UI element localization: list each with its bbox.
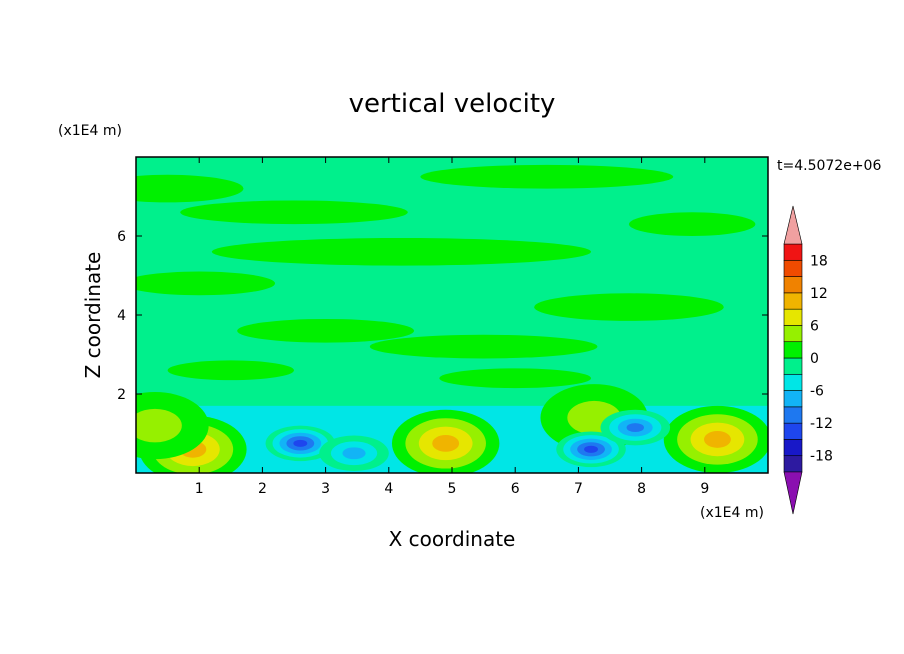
colorbar-band (783, 390, 803, 408)
colorbar-tick-label: 0 (810, 351, 819, 367)
colorbar-band (783, 341, 803, 359)
contour-band (136, 174, 244, 203)
x-tick-label: 8 (637, 481, 646, 497)
x-unit-label: (x1E4 m) (700, 505, 764, 521)
x-tick-label: 6 (511, 481, 520, 497)
colorbar-band (783, 308, 803, 326)
x-axis-label: X coordinate (389, 527, 516, 551)
colorbar-band (783, 325, 803, 343)
colorbar-tick-label: -12 (810, 416, 833, 432)
y-tick-label: 2 (117, 387, 126, 403)
colorbar-band (783, 259, 803, 277)
colorbar-band (783, 276, 803, 294)
x-tick-label: 9 (700, 481, 709, 497)
colorbar-band (783, 439, 803, 457)
colorbar-band (783, 422, 803, 440)
downdraft-contour (342, 447, 366, 460)
x-tick-label: 3 (321, 481, 330, 497)
contour-band (136, 271, 276, 296)
downdraft-contour (626, 423, 644, 433)
colorbar-band (783, 243, 803, 261)
contour-band (180, 200, 408, 225)
contour-band (420, 164, 674, 189)
colorbar-tick-label: 12 (810, 286, 828, 302)
updraft-contour (136, 408, 182, 443)
y-axis-label: Z coordinate (81, 252, 105, 379)
colorbar: 18 12 6 0 -6 -12 -18 (783, 205, 833, 515)
colorbar-band (783, 455, 803, 473)
colorbar-band (783, 406, 803, 424)
contour-band (439, 368, 592, 389)
contour-band (369, 334, 598, 359)
y-tick-label: 4 (117, 308, 126, 324)
colorbar-tick-label: -6 (810, 384, 824, 400)
x-tick-label: 1 (195, 481, 204, 497)
x-tick-label: 2 (258, 481, 267, 497)
x-tick-label: 5 (448, 481, 457, 497)
contour-band (237, 318, 415, 343)
colorbar-over-arrow (783, 205, 803, 245)
colorbar-tick-label: 6 (810, 318, 819, 334)
time-label: t=4.5072e+06 (777, 158, 881, 174)
plot-area (136, 157, 768, 473)
contour-band (211, 237, 592, 266)
chart-title: vertical velocity (349, 89, 556, 119)
updraft-contour (704, 431, 731, 448)
x-axis: 1 2 3 4 5 6 7 8 9 (195, 157, 709, 497)
y-axis: 2 4 6 (117, 229, 768, 403)
updraft-contour (432, 434, 460, 452)
y-tick-label: 6 (117, 229, 126, 245)
colorbar-band (783, 373, 803, 391)
downdraft-contour (584, 445, 598, 453)
downdraft-contour (293, 439, 308, 447)
colorbar-tick-label: -18 (810, 449, 833, 465)
contour-band (534, 293, 724, 321)
x-tick-label: 7 (574, 481, 583, 497)
contour-field (136, 164, 768, 473)
colorbar-under-arrow (783, 471, 803, 515)
x-tick-label: 4 (384, 481, 393, 497)
colorbar-band (783, 292, 803, 310)
contour-band (167, 360, 294, 381)
contour-band (628, 212, 756, 236)
colorbar-band (783, 357, 803, 375)
y-unit-label: (x1E4 m) (58, 123, 122, 139)
colorbar-tick-label: 18 (810, 253, 828, 269)
